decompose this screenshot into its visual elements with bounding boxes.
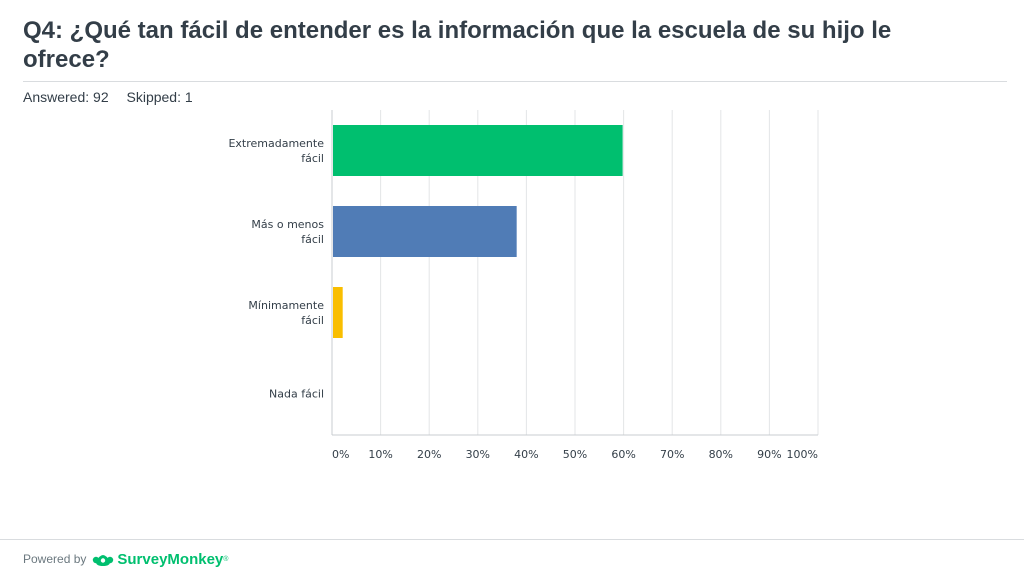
x-tick-label: 40% [514, 448, 538, 461]
x-tick-label: 30% [466, 448, 490, 461]
title-divider [23, 81, 1007, 82]
category-label: Nada fácil [269, 388, 324, 401]
x-tick-label: 90% [757, 448, 781, 461]
footer: Powered by SurveyMonkey ® [23, 549, 228, 569]
bar [333, 125, 623, 176]
footer-divider [0, 539, 1024, 540]
x-tick-label: 70% [660, 448, 684, 461]
powered-by-label: Powered by [23, 552, 87, 566]
category-label-line: Nada fácil [269, 388, 324, 401]
page-title: Q4: ¿Qué tan fácil de entender es la inf… [23, 17, 892, 73]
brand-name: SurveyMonkey [117, 550, 224, 568]
response-stats: Answered: 92 Skipped: 1 [23, 89, 207, 105]
x-tick-label: 60% [611, 448, 635, 461]
bar-chart: 0% 10% 20% 30% 40% 50% 60% 70% 80% 90% 100% Extrema… [228, 110, 819, 461]
category-label: Más o menos fácil [251, 218, 324, 246]
bar [333, 287, 343, 338]
category-label-line: fácil [301, 314, 324, 327]
bar [333, 206, 517, 257]
brand-logo[interactable]: SurveyMonkey ® [92, 551, 228, 568]
x-tick-label: 80% [709, 448, 733, 461]
category-label-line: Más o menos [251, 218, 324, 231]
skipped-count: Skipped: 1 [126, 89, 193, 105]
category-label: Extremadamente fácil [228, 137, 324, 165]
x-tick-label: 20% [417, 448, 441, 461]
category-label: Mínimamente fácil [248, 299, 324, 327]
category-label-line: fácil [301, 233, 324, 246]
brand-mark: ® [223, 555, 229, 563]
x-tick-label: 100% [787, 448, 818, 461]
category-label-line: fácil [301, 152, 324, 165]
answered-count: Answered: 92 [23, 89, 109, 105]
surveymonkey-logo-icon [93, 555, 114, 566]
x-tick-label: 10% [368, 448, 392, 461]
category-label-line: Mínimamente [248, 299, 324, 312]
x-tick-label: 50% [563, 448, 587, 461]
x-tick-label: 0% [332, 448, 349, 461]
category-label-line: Extremadamente [228, 137, 324, 150]
